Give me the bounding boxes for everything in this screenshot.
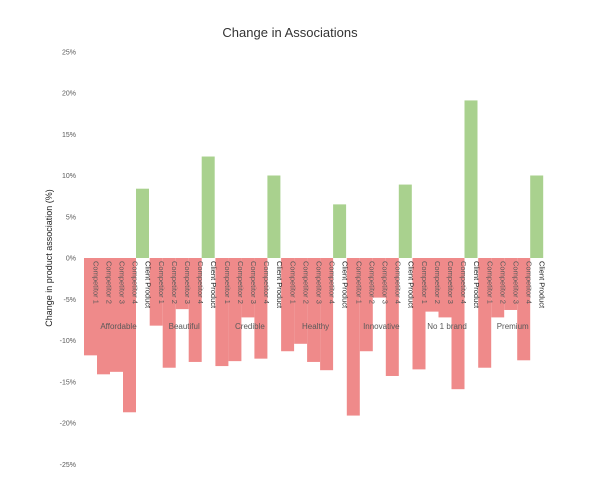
bar-beautiful-1 bbox=[149, 258, 163, 326]
category-label: Healthy bbox=[302, 322, 329, 331]
y-tick-label: -5% bbox=[64, 297, 76, 304]
bar-sub-label: Competitor 2 bbox=[367, 261, 376, 304]
bar-innovative-5 bbox=[398, 184, 412, 258]
bar-sub-label: Client Product bbox=[472, 261, 481, 309]
category-label: Beautiful bbox=[169, 322, 200, 331]
bar-affordable-1 bbox=[84, 258, 97, 356]
category-label: Credible bbox=[235, 322, 265, 331]
bar-sub-label: Client Product bbox=[209, 261, 218, 309]
bar-sub-label: Competitor 4 bbox=[328, 261, 337, 304]
y-axis-label: Change in product association (%) bbox=[44, 189, 54, 327]
bar-beautiful-2 bbox=[162, 258, 176, 368]
bar-sub-label: Competitor 1 bbox=[486, 261, 495, 304]
y-axis-ticks: 25% 20% 15% 10% 5% 0% -5% -10% -15% -20% -25% bbox=[60, 49, 76, 469]
y-tick-label: 5% bbox=[66, 214, 76, 221]
bar-affordable-3 bbox=[110, 258, 123, 372]
bar-sub-label: Competitor 4 bbox=[131, 261, 140, 304]
bar-premium-4 bbox=[517, 258, 531, 361]
bar-sub-label: Client Product bbox=[341, 261, 350, 309]
bar-premium-3 bbox=[504, 258, 518, 310]
bar-sub-label: Competitor 3 bbox=[315, 261, 324, 304]
bar-sub-label: Competitor 1 bbox=[354, 261, 363, 304]
bar-credible-1 bbox=[215, 258, 229, 367]
bar-sub-label: Competitor 3 bbox=[512, 261, 521, 304]
bar-sub-label: Competitor 1 bbox=[92, 261, 101, 304]
chart-title: Change in Associations bbox=[222, 25, 358, 40]
bar-sub-label: Competitor 3 bbox=[446, 261, 455, 304]
bar-sub-label: Competitor 1 bbox=[223, 261, 232, 304]
bar-sub-label: Competitor 1 bbox=[289, 261, 298, 304]
bar-innovative-3 bbox=[372, 258, 386, 298]
y-tick-label: -15% bbox=[60, 379, 76, 386]
bar-premium-5 bbox=[530, 175, 544, 258]
y-tick-label: -10% bbox=[60, 338, 76, 345]
bar-credible-5 bbox=[267, 175, 281, 258]
bar-sub-label: Competitor 3 bbox=[380, 261, 389, 304]
y-tick-label: 0% bbox=[66, 256, 76, 263]
category-label: No 1 brand bbox=[427, 322, 467, 331]
bar-healthy-4 bbox=[320, 258, 334, 371]
y-tick-label: 15% bbox=[62, 132, 76, 139]
bar-sub-label: Competitor 4 bbox=[393, 261, 402, 304]
category-label: Innovative bbox=[363, 322, 400, 331]
bar-sub-label: Competitor 4 bbox=[525, 261, 534, 304]
bar-sub-label: Client Product bbox=[538, 261, 547, 309]
bar-healthy-5 bbox=[333, 204, 347, 258]
bar-beautiful-5 bbox=[201, 156, 215, 258]
bars bbox=[84, 100, 544, 416]
bar-healthy-1 bbox=[281, 258, 295, 352]
bar-sub-label: Competitor 2 bbox=[170, 261, 179, 304]
bar-credible-4 bbox=[254, 258, 268, 359]
bar-no-1-brand-2 bbox=[425, 258, 439, 312]
bar-sub-label: Competitor 3 bbox=[249, 261, 258, 304]
bar-no-1-brand-5 bbox=[464, 100, 478, 258]
category-label: Premium bbox=[497, 322, 529, 331]
bar-sub-label: Client Product bbox=[406, 261, 415, 309]
bar-sub-label: Competitor 2 bbox=[105, 261, 114, 304]
bar-sub-label: Competitor 1 bbox=[157, 261, 166, 304]
bar-sub-label: Competitor 3 bbox=[183, 261, 192, 304]
y-tick-label: -20% bbox=[60, 421, 76, 428]
bar-sub-label: Competitor 2 bbox=[236, 261, 245, 304]
y-tick-label: 10% bbox=[62, 173, 76, 180]
bar-innovative-2 bbox=[359, 258, 373, 352]
y-tick-label: -25% bbox=[60, 462, 76, 469]
bar-sub-label: Competitor 4 bbox=[196, 261, 205, 304]
bar-sub-label: Competitor 2 bbox=[433, 261, 442, 304]
bar-sub-labels: Competitor 1 Competitor 2 Competitor 3 Comp… bbox=[92, 261, 547, 309]
bar-innovative-4 bbox=[385, 258, 399, 376]
bar-innovative-1 bbox=[346, 258, 360, 416]
bar-no-1-brand-1 bbox=[412, 258, 426, 370]
bar-affordable-2 bbox=[97, 258, 110, 375]
bar-beautiful-3 bbox=[175, 258, 189, 310]
bar-premium-1 bbox=[478, 258, 492, 368]
category-label: Affordable bbox=[100, 322, 137, 331]
bar-sub-label: Competitor 2 bbox=[302, 261, 311, 304]
y-tick-label: 25% bbox=[62, 49, 76, 56]
bar-no-1-brand-4 bbox=[451, 258, 465, 390]
bar-beautiful-4 bbox=[188, 258, 202, 362]
bar-sub-label: Client Product bbox=[275, 261, 284, 309]
bar-no-1-brand-3 bbox=[438, 258, 452, 318]
bar-sub-label: Competitor 3 bbox=[118, 261, 127, 304]
bar-healthy-2 bbox=[294, 258, 308, 344]
category-labels: Affordable Beautiful Credible Healthy Innova… bbox=[100, 322, 529, 331]
y-tick-label: 20% bbox=[62, 91, 76, 98]
bar-healthy-3 bbox=[307, 258, 321, 362]
bar-sub-label: Competitor 2 bbox=[499, 261, 508, 304]
bar-premium-2 bbox=[491, 258, 505, 318]
bar-credible-3 bbox=[241, 258, 255, 318]
bar-sub-label: Competitor 4 bbox=[459, 261, 468, 304]
bar-sub-label: Competitor 4 bbox=[262, 261, 271, 304]
bar-affordable-5 bbox=[136, 188, 149, 258]
bar-sub-label: Client Product bbox=[144, 261, 153, 309]
bar-affordable-4 bbox=[123, 258, 136, 413]
bar-credible-2 bbox=[228, 258, 242, 362]
bar-sub-label: Competitor 1 bbox=[420, 261, 429, 304]
